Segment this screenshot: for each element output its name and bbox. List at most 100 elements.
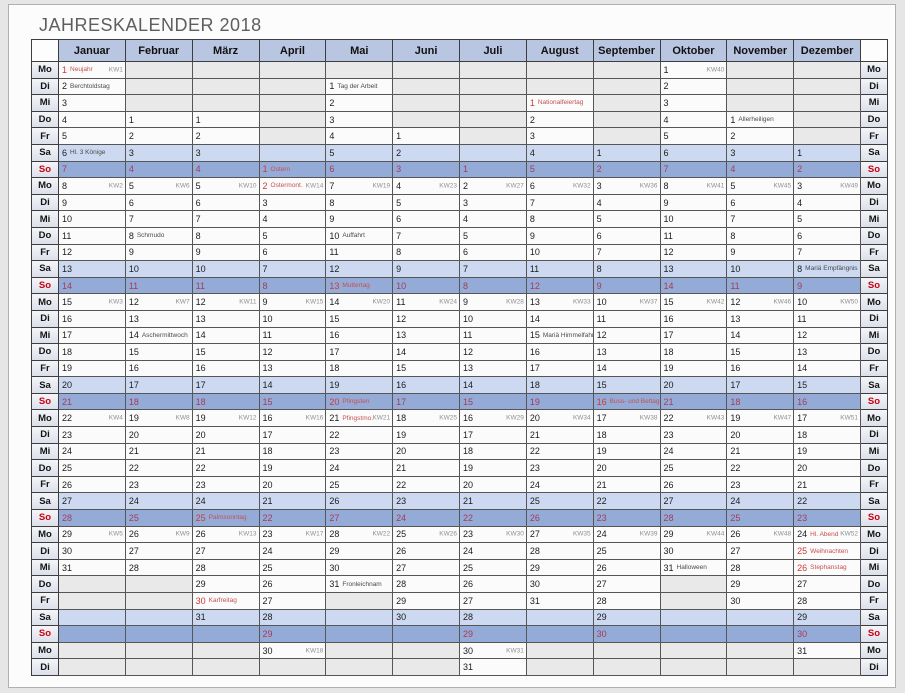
day-cell: 22 <box>526 443 594 461</box>
weekday-label-left: Fr <box>32 593 59 610</box>
day-number: 28 <box>797 595 808 606</box>
day-number: 15 <box>128 346 139 357</box>
day-cell: 6 <box>326 161 394 179</box>
day-cell: 18 <box>794 427 861 444</box>
day-number: 18 <box>262 446 273 457</box>
weekday-label-right: So <box>861 626 888 643</box>
empty-cell <box>125 576 193 593</box>
day-number: 29 <box>797 612 808 623</box>
day-number: 6 <box>329 164 335 175</box>
day-cell: 28 <box>59 510 126 527</box>
day-cell: 23 <box>593 510 661 527</box>
day-cell: 31 <box>794 642 861 660</box>
day-number: 6 <box>663 147 669 158</box>
weekday-label-right: Fr <box>861 244 888 262</box>
day-cell: 11 <box>259 327 327 345</box>
empty-cell <box>259 144 327 162</box>
day-cell: 22 <box>259 510 327 527</box>
empty-cell <box>259 659 327 676</box>
day-cell: 22 KW43 <box>660 410 728 428</box>
empty-cell <box>59 576 126 593</box>
day-cell: 12 <box>794 327 861 345</box>
day-cell: 28 <box>125 559 193 577</box>
day-cell: 14 <box>526 310 594 328</box>
day-cell: 12 <box>59 244 126 262</box>
day-number: 25 <box>529 496 540 507</box>
empty-cell <box>660 659 728 676</box>
day-number: 2 <box>195 131 201 142</box>
weekday-label-right: Mo <box>861 410 888 428</box>
day-cell: 4 <box>660 111 728 129</box>
weekday-label-left: Mo <box>32 294 59 311</box>
day-cell: 14 <box>727 327 795 345</box>
day-number: 19 <box>329 380 340 391</box>
day-cell: 7 <box>660 161 728 179</box>
day-cell: 12 <box>259 344 327 361</box>
day-cell: 23 <box>192 476 260 494</box>
day-number: 21 <box>195 446 206 457</box>
week-number: KW3 <box>108 298 123 306</box>
day-cell: 12 KW46 <box>727 294 795 311</box>
day-cell: 24 KW39 <box>593 526 661 544</box>
day-cell: 31 <box>59 559 126 577</box>
day-number: 8 <box>596 263 602 274</box>
day-cell: 10 <box>59 211 126 228</box>
day-number: 3 <box>195 147 201 158</box>
day-cell: 21 Pfingstmo. KW21 <box>326 410 394 428</box>
day-number: 5 <box>529 164 535 175</box>
day-number: 22 <box>529 446 540 457</box>
empty-cell <box>259 78 327 96</box>
empty-cell <box>460 128 527 145</box>
day-number: 10 <box>797 297 808 308</box>
day-number: 1 <box>329 81 335 92</box>
day-number: 15 <box>396 363 407 374</box>
empty-cell <box>59 609 126 627</box>
day-cell: 19 KW8 <box>125 410 193 428</box>
day-number: 26 <box>596 562 607 573</box>
day-number: 29 <box>730 579 741 590</box>
day-number: 11 <box>195 280 205 291</box>
day-number: 21 <box>262 496 273 507</box>
week-number: KW9 <box>175 530 190 538</box>
day-cell: 31 <box>526 593 594 610</box>
day-cell: 10 <box>727 261 795 278</box>
day-number: 17 <box>463 429 474 440</box>
day-number: 10 <box>262 313 273 324</box>
day-number: 27 <box>596 579 607 590</box>
day-number: 9 <box>797 280 803 291</box>
day-number: 7 <box>396 230 402 241</box>
empty-cell <box>593 78 661 96</box>
day-number: 31 <box>62 562 73 573</box>
day-cell: 6 <box>259 244 327 262</box>
day-cell: 16 <box>526 344 594 361</box>
day-number: 30 <box>596 628 607 639</box>
day-number: 1 <box>62 64 68 75</box>
empty-cell <box>326 593 394 610</box>
day-number: 25 <box>62 463 73 474</box>
day-cell: 6 <box>192 194 260 212</box>
day-number: 17 <box>396 396 407 407</box>
empty-cell <box>794 78 861 96</box>
day-cell: 6 KW32 <box>526 178 594 195</box>
day-number: 10 <box>195 263 206 274</box>
empty-cell <box>660 642 728 660</box>
day-cell: 9 <box>526 227 594 245</box>
day-number: 2 <box>596 164 602 175</box>
day-cell: 18 <box>526 377 594 394</box>
weekday-label-right: Fr <box>861 476 888 494</box>
day-cell: 19 <box>59 360 126 378</box>
day-cell: 29 <box>794 609 861 627</box>
day-number: 9 <box>529 230 535 241</box>
holiday-label: Allerheiligen <box>738 116 774 124</box>
day-cell: 3 <box>125 144 193 162</box>
day-cell: 18 <box>593 427 661 444</box>
day-cell: 1 Nationalfeiertag <box>526 95 594 112</box>
week-number: KW21 <box>372 414 391 422</box>
day-cell: 27 <box>593 576 661 593</box>
day-cell: 30 <box>393 609 460 627</box>
day-number: 20 <box>396 446 407 457</box>
day-cell: 3 <box>59 95 126 112</box>
empty-cell <box>192 642 260 660</box>
day-number: 2 <box>463 180 469 191</box>
day-number: 19 <box>396 429 407 440</box>
